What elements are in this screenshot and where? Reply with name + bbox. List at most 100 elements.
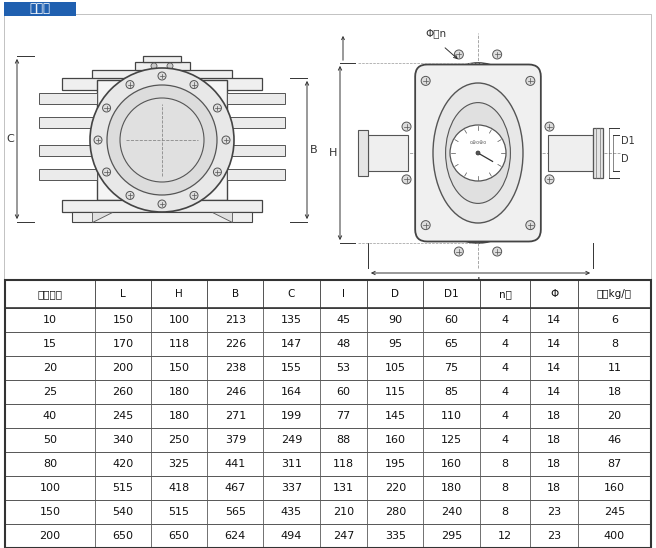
Text: C: C [288, 289, 295, 299]
Text: 40: 40 [43, 411, 57, 421]
Ellipse shape [433, 83, 523, 223]
Bar [151, 356, 207, 380]
Bar [424, 380, 480, 404]
Bar [207, 404, 264, 428]
Text: 200: 200 [112, 363, 134, 373]
Text: 213: 213 [225, 315, 246, 325]
Bar [319, 476, 367, 500]
Bar [227, 117, 285, 128]
Bar [480, 476, 530, 500]
Circle shape [421, 76, 430, 85]
Circle shape [94, 136, 102, 144]
Text: 18: 18 [547, 435, 561, 445]
Ellipse shape [416, 63, 540, 243]
Text: 10: 10 [43, 315, 57, 325]
Text: 18: 18 [547, 411, 561, 421]
Text: 164: 164 [281, 387, 302, 397]
Text: 95: 95 [388, 339, 403, 349]
Circle shape [455, 50, 463, 59]
Bar [5, 524, 95, 548]
Text: 180: 180 [441, 483, 462, 493]
Text: 271: 271 [225, 411, 246, 421]
Circle shape [190, 81, 198, 89]
Bar [5, 280, 651, 548]
Bar [367, 476, 424, 500]
Text: 88: 88 [337, 435, 350, 445]
Bar [4, 14, 651, 280]
Circle shape [402, 122, 411, 131]
Text: L: L [477, 276, 484, 288]
Circle shape [545, 122, 554, 131]
Circle shape [421, 221, 430, 230]
Text: D: D [621, 154, 628, 164]
Text: 20: 20 [43, 363, 57, 373]
Bar [207, 476, 264, 500]
Text: 441: 441 [225, 459, 246, 469]
Bar [207, 356, 264, 380]
Bar [207, 332, 264, 356]
Text: D: D [392, 289, 400, 299]
Text: Φ－n: Φ－n [426, 28, 447, 38]
Text: 150: 150 [112, 315, 133, 325]
Bar [424, 452, 480, 476]
Text: 280: 280 [385, 507, 406, 517]
Bar [39, 145, 97, 156]
Text: 4: 4 [501, 339, 508, 349]
Bar [480, 280, 530, 308]
Text: 220: 220 [385, 483, 406, 493]
Bar [95, 380, 151, 404]
Bar [207, 280, 264, 308]
Bar [424, 476, 480, 500]
Bar [480, 452, 530, 476]
Bar [95, 356, 151, 380]
Text: 8: 8 [501, 507, 508, 517]
Text: 4: 4 [501, 315, 508, 325]
Bar [578, 356, 651, 380]
Bar [319, 280, 367, 308]
Bar [207, 308, 264, 332]
Bar [367, 380, 424, 404]
Bar [319, 500, 367, 524]
Circle shape [526, 221, 535, 230]
Bar [480, 380, 530, 404]
Text: H: H [175, 289, 183, 299]
Text: 105: 105 [385, 363, 406, 373]
Text: 14: 14 [547, 315, 561, 325]
Bar [319, 452, 367, 476]
Bar [578, 404, 651, 428]
Bar [578, 476, 651, 500]
Circle shape [90, 68, 234, 212]
Text: 160: 160 [385, 435, 406, 445]
Text: 400: 400 [604, 531, 625, 541]
Bar [530, 452, 578, 476]
Bar [97, 80, 227, 200]
Text: 45: 45 [337, 315, 350, 325]
Bar [95, 332, 151, 356]
Bar [480, 404, 530, 428]
Bar [264, 404, 319, 428]
Text: L: L [120, 289, 126, 299]
Bar [530, 380, 578, 404]
Text: 4: 4 [501, 387, 508, 397]
Text: 4: 4 [501, 363, 508, 373]
Bar [480, 308, 530, 332]
Bar [151, 380, 207, 404]
Text: 118: 118 [333, 459, 354, 469]
Text: 337: 337 [281, 483, 302, 493]
Text: 20: 20 [607, 411, 621, 421]
Text: 115: 115 [385, 387, 406, 397]
Bar [480, 500, 530, 524]
Text: 238: 238 [225, 363, 246, 373]
Bar [207, 524, 264, 548]
Circle shape [102, 168, 111, 176]
Text: 155: 155 [281, 363, 302, 373]
Text: 180: 180 [169, 411, 190, 421]
Circle shape [126, 191, 134, 199]
Bar [151, 308, 207, 332]
Bar [62, 78, 262, 90]
Bar [578, 452, 651, 476]
Circle shape [107, 85, 217, 195]
Circle shape [158, 200, 166, 208]
Bar [207, 380, 264, 404]
Circle shape [213, 104, 222, 112]
